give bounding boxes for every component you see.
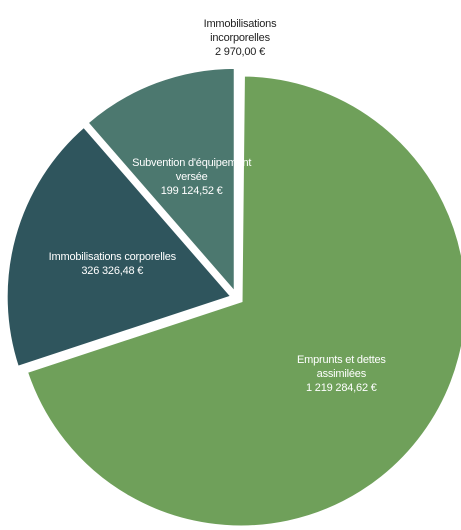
value-label: 1 219 284,62 €: [306, 382, 377, 395]
category-label: Immobilisations corporelles: [48, 250, 176, 263]
category-label: Immobilisations incorporelles: [203, 18, 277, 44]
category-label: Subvention d'équipement versée: [132, 156, 252, 183]
pie-slice: [84, 65, 237, 298]
value-label: 199 124,52 €: [160, 184, 223, 197]
slice-label: Immobilisations incorporelles 2 970,00 €: [175, 17, 305, 59]
pie-slice: [235, 65, 241, 294]
slice-label: Immobilisations corporelles 326 326,48 €: [47, 250, 177, 278]
slice-label: Emprunts et dettes assimilées 1 219 284,6…: [276, 353, 406, 395]
value-label: 2 970,00 €: [215, 46, 265, 58]
slice-label: Subvention d'équipement versée 199 124,52…: [127, 156, 257, 198]
category-label: Emprunts et dettes assimilées: [296, 354, 386, 381]
value-label: 326 326,48 €: [81, 264, 144, 277]
pie-slice: [24, 73, 461, 529]
pie-slice: [4, 124, 235, 370]
